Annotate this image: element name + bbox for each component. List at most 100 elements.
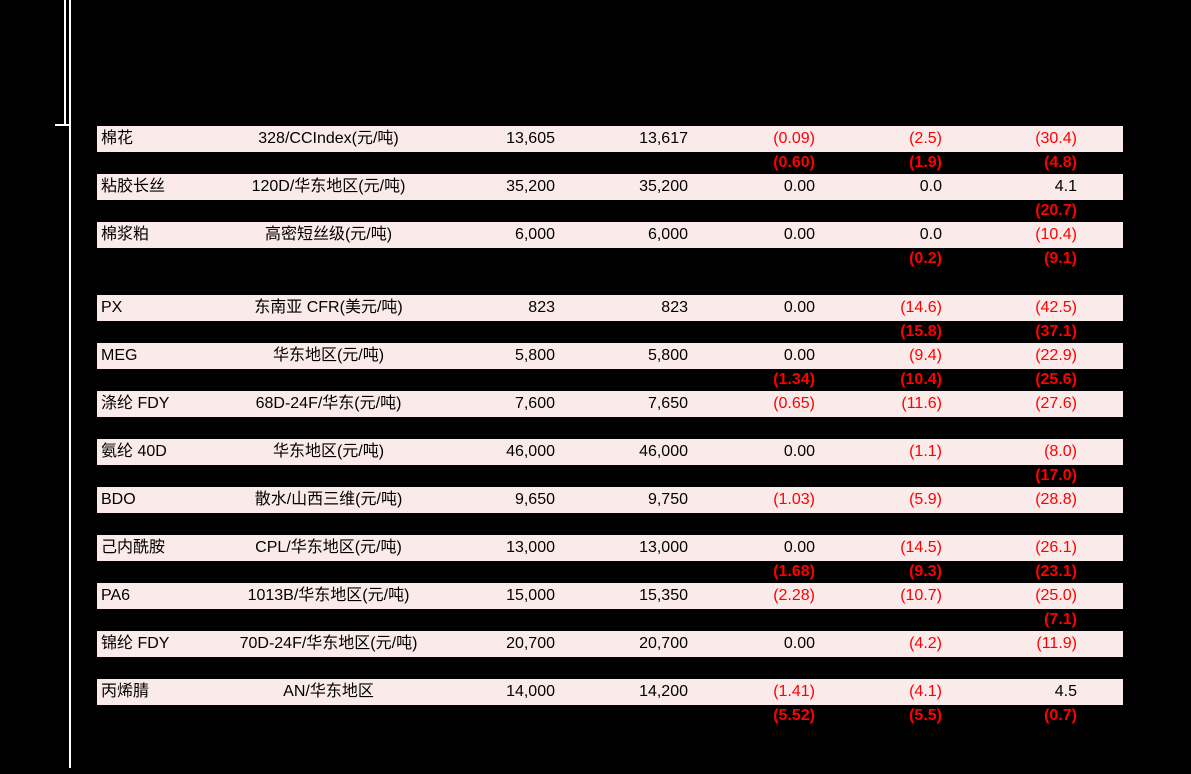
- table-row: PA6 1013B/华东地区(元/吨) 15,000 15,350 (2.28) (10.…: [97, 583, 1123, 609]
- table-row-shadow: [97, 513, 1123, 535]
- cell-change-1: 0.00: [783, 443, 815, 460]
- cell-change-3: (23.1): [1035, 563, 1077, 580]
- cell-name: 氨纶 40D: [101, 443, 167, 460]
- cell-price-1: 13,605: [506, 130, 555, 147]
- cell-change-1: 0.00: [783, 299, 815, 316]
- cell-price-1: 6,000: [514, 226, 555, 243]
- cell-change-3: (8.0): [1044, 443, 1077, 460]
- cell-price-2: 35,200: [639, 178, 688, 195]
- cell-change-3: (22.9): [1035, 347, 1077, 364]
- cell-change-1: (5.52): [773, 707, 815, 724]
- table-row-shadow: (1.68) (9.3) (23.1): [97, 561, 1123, 583]
- cell-change-2: (5.5): [909, 707, 942, 724]
- cell-spec: CPL/华东地区(元/吨): [255, 539, 402, 556]
- table-row-shadow: (0.60) (1.9) (4.8): [97, 152, 1123, 174]
- table-row: 棉花 328/CCIndex(元/吨) 13,605 13,617 (0.09) (2.5…: [97, 126, 1123, 152]
- cell-change-2: (4.1): [909, 683, 942, 700]
- left-rule-short-line: [64, 0, 66, 126]
- left-rule-line: [69, 0, 71, 768]
- cell-price-1: 20,700: [506, 635, 555, 652]
- table-row-shadow: [97, 417, 1123, 439]
- table-row: 涤纶 FDY 68D-24F/华东(元/吨) 7,600 7,650 (0.65) (11…: [97, 391, 1123, 417]
- cell-change-1: 0.00: [783, 635, 815, 652]
- cell-change-2: (15.8): [900, 323, 942, 340]
- cell-price-2: 14,200: [639, 683, 688, 700]
- cell-name: MEG: [101, 347, 138, 364]
- cell-name: 粘胶长丝: [101, 178, 166, 195]
- table-row: BDO 散水/山西三维(元/吨) 9,650 9,750 (1.03) (5.9) (28.…: [97, 487, 1123, 513]
- cell-change-3: (9.1): [1044, 250, 1077, 267]
- table-row: 己内酰胺 CPL/华东地区(元/吨) 13,000 13,000 0.00 (14.5) (…: [97, 535, 1123, 561]
- cell-price-2: 9,750: [647, 491, 688, 508]
- cell-price-1: 7,600: [514, 395, 555, 412]
- cell-price-1: 14,000: [506, 683, 555, 700]
- cell-price-2: 15,350: [639, 587, 688, 604]
- cell-name: PX: [101, 299, 123, 316]
- cell-change-2: (9.4): [909, 347, 942, 364]
- table-row-shadow: (7.1): [97, 609, 1123, 631]
- cell-change-1: 0.00: [783, 178, 815, 195]
- table-row: 粘胶长丝 120D/华东地区(元/吨) 35,200 35,200 0.00 0.0 4.1: [97, 174, 1123, 200]
- cell-change-2: (5.9): [909, 491, 942, 508]
- cell-change-3: (37.1): [1035, 323, 1077, 340]
- cell-price-1: 13,000: [506, 539, 555, 556]
- cell-price-1: 5,800: [514, 347, 555, 364]
- table-row-shadow: (20.7): [97, 200, 1123, 222]
- table-row-shadow: (0.2) (9.1): [97, 248, 1123, 270]
- table-row: 锦纶 FDY 70D-24F/华东地区(元/吨) 20,700 20,700 0.00 (…: [97, 631, 1123, 657]
- cell-change-2: (9.3): [909, 563, 942, 580]
- cell-change-3: (30.4): [1035, 130, 1077, 147]
- cell-change-2: (0.2): [909, 250, 942, 267]
- cell-change-1: (1.34): [773, 371, 815, 388]
- cell-name: PA6: [101, 587, 131, 604]
- table-row-shadow: (5.52) (5.5) (0.7): [97, 705, 1123, 727]
- cell-change-3: (10.4): [1035, 226, 1077, 243]
- cell-change-1: (0.09): [773, 130, 815, 147]
- cell-price-2: 5,800: [647, 347, 688, 364]
- cell-change-3: (11.9): [1036, 635, 1077, 652]
- cell-change-1: 0.00: [783, 539, 815, 556]
- cell-spec: 华东地区(元/吨): [272, 347, 385, 364]
- cell-change-2: (1.9): [909, 154, 942, 171]
- cell-change-1: (1.03): [773, 491, 815, 508]
- cell-change-1: 0.00: [783, 347, 815, 364]
- cell-price-2: 6,000: [647, 226, 688, 243]
- cell-change-2: (14.5): [900, 539, 942, 556]
- cell-change-1: (0.65): [773, 395, 815, 412]
- table-row: MEG 华东地区(元/吨) 5,800 5,800 0.00 (9.4) (22.9): [97, 343, 1123, 369]
- cell-name: 己内酰胺: [101, 539, 166, 556]
- cell-price-2: 46,000: [639, 443, 688, 460]
- cell-change-3: (20.7): [1035, 202, 1077, 219]
- cell-spec: 东南亚 CFR(美元/吨): [254, 299, 403, 316]
- cell-change-2: (10.7): [900, 587, 942, 604]
- cell-change-3: (17.0): [1035, 467, 1077, 484]
- cell-change-1: (0.60): [773, 154, 815, 171]
- cell-change-3: (0.7): [1044, 707, 1077, 724]
- cell-change-1: (2.28): [773, 587, 815, 604]
- cell-change-2: (1.1): [909, 443, 942, 460]
- cell-spec: AN/华东地区: [283, 683, 374, 700]
- cell-change-3: (7.1): [1044, 611, 1077, 628]
- cell-name: 棉花: [101, 130, 134, 147]
- cell-price-1: 9,650: [514, 491, 555, 508]
- table-row: 丙烯腈 AN/华东地区 14,000 14,200 (1.41) (4.1) 4.5: [97, 679, 1123, 705]
- cell-change-3: (28.8): [1035, 491, 1077, 508]
- cell-change-2: (4.2): [909, 635, 942, 652]
- cell-change-2: (10.4): [900, 371, 942, 388]
- cell-change-3: 4.5: [1054, 683, 1077, 700]
- left-rule-tick: [55, 124, 70, 126]
- cell-change-3: (25.6): [1035, 371, 1077, 388]
- cell-spec: 120D/华东地区(元/吨): [251, 178, 406, 195]
- table-row: 棉浆粕 高密短丝级(元/吨) 6,000 6,000 0.00 0.0 (10.4): [97, 222, 1123, 248]
- table-spacer-row: [97, 270, 1123, 295]
- price-table: 棉花 328/CCIndex(元/吨) 13,605 13,617 (0.09) (2.5…: [97, 126, 1123, 727]
- cell-change-1: (1.68): [773, 563, 815, 580]
- table-row-shadow: (15.8) (37.1): [97, 321, 1123, 343]
- cell-spec: 散水/山西三维(元/吨): [254, 491, 403, 508]
- cell-spec: 68D-24F/华东(元/吨): [255, 395, 402, 412]
- cell-change-2: 0.0: [919, 178, 942, 195]
- table-row-shadow: (1.34) (10.4) (25.6): [97, 369, 1123, 391]
- cell-name: 丙烯腈: [101, 683, 150, 700]
- table-row: PX 东南亚 CFR(美元/吨) 823 823 0.00 (14.6) (42.5): [97, 295, 1123, 321]
